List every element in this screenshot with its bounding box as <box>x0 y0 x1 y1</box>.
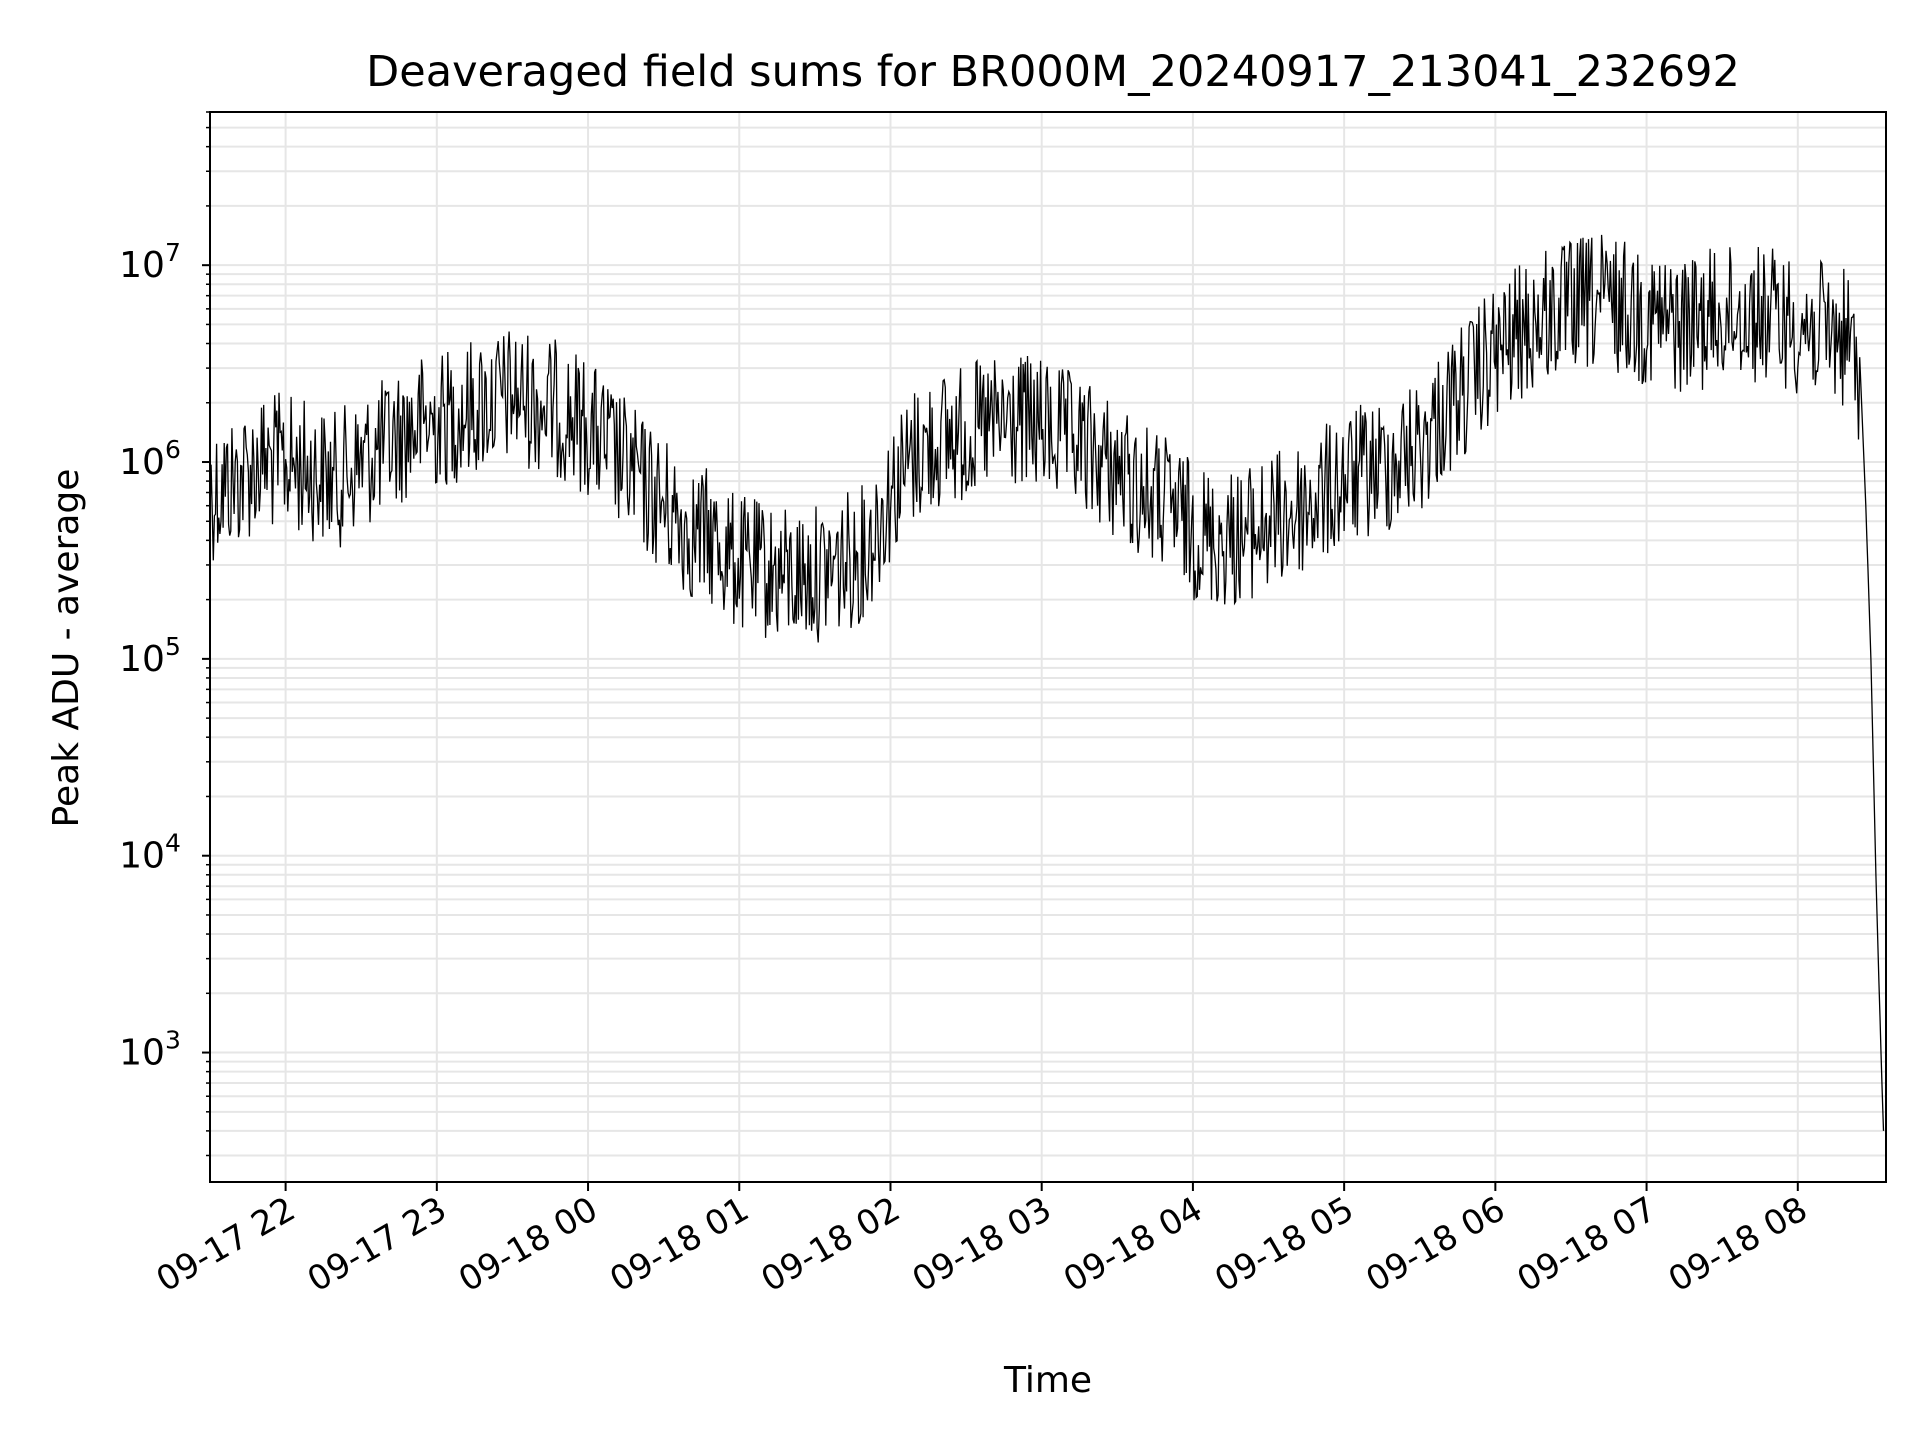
y-tick-label: 106 <box>119 435 181 483</box>
chart-title: Deaveraged field sums for BR000M_2024091… <box>366 47 1740 97</box>
plot-frame <box>209 111 1887 1183</box>
series-line <box>209 234 1885 1131</box>
y-tick-label: 107 <box>119 238 181 286</box>
y-tick-label: 104 <box>119 829 181 877</box>
x-axis-label: Time <box>1003 1360 1092 1401</box>
y-tick-label: 105 <box>119 632 181 680</box>
y-axis: 103 104 105 106 107 <box>119 111 210 1157</box>
y-tick-label: 103 <box>119 1026 181 1074</box>
series-layer <box>209 234 1885 1131</box>
y-axis-label: Peak ADU - average <box>46 469 87 828</box>
